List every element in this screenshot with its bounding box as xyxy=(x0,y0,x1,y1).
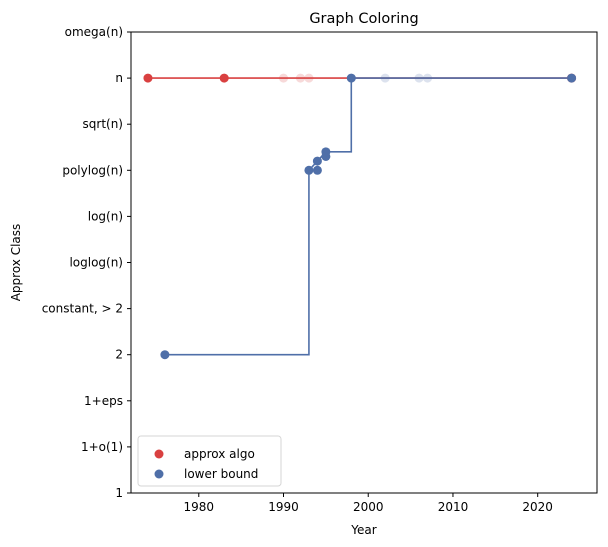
y-tick-label: log(n) xyxy=(88,209,123,223)
legend: approx algo lower bound xyxy=(137,435,282,487)
chart-title: Graph Coloring xyxy=(309,11,418,27)
legend-box xyxy=(137,435,282,487)
point-lower-bound xyxy=(304,165,314,175)
x-tick-label: 1990 xyxy=(268,500,299,514)
point-approx-algo xyxy=(219,73,229,83)
point-lower-bound xyxy=(312,156,322,166)
y-tick-label: 1+eps xyxy=(84,394,123,408)
y-tick-label: loglog(n) xyxy=(69,256,123,270)
y-axis-title: Approx Class xyxy=(9,224,23,302)
y-tick-label: 1 xyxy=(115,486,123,500)
point-lower-bound xyxy=(312,165,322,175)
point-approx-algo xyxy=(279,73,289,83)
legend-label-approx-algo: approx algo xyxy=(184,447,255,461)
data-points xyxy=(143,73,577,360)
y-tick-label: constant, > 2 xyxy=(42,302,123,316)
point-lower-bound xyxy=(423,73,433,83)
series-lines xyxy=(147,77,572,356)
point-lower-bound xyxy=(346,73,356,83)
x-tick-label: 2020 xyxy=(522,500,553,514)
x-tick-label: 2000 xyxy=(353,500,384,514)
y-tick-label: sqrt(n) xyxy=(83,117,123,131)
x-axis-title: Year xyxy=(350,523,376,537)
x-tick-label: 1980 xyxy=(184,500,215,514)
y-tick-label: polylog(n) xyxy=(62,163,123,177)
point-approx-algo xyxy=(295,73,305,83)
point-lower-bound xyxy=(321,147,331,157)
point-lower-bound xyxy=(160,350,170,360)
plot-frame xyxy=(130,31,598,494)
point-lower-bound xyxy=(414,73,424,83)
series-line-lower-bound xyxy=(164,77,572,356)
legend-marker-approx-algo xyxy=(154,449,164,459)
point-lower-bound xyxy=(567,73,577,83)
point-approx-algo xyxy=(304,73,314,83)
point-lower-bound xyxy=(380,73,390,83)
legend-label-lower-bound: lower bound xyxy=(184,467,258,481)
y-tick-label: 1+o(1) xyxy=(81,440,123,454)
x-tick-label: 2010 xyxy=(438,500,469,514)
y-tick-label: n xyxy=(115,71,123,85)
point-approx-algo xyxy=(143,73,153,83)
ticks: 1980 1990 2000 2010 2020 1 1+o(1) 1+eps 2 constan… xyxy=(42,25,553,514)
y-tick-label: 2 xyxy=(115,348,123,362)
y-tick-label: omega(n) xyxy=(65,25,123,39)
legend-marker-lower-bound xyxy=(154,469,164,479)
